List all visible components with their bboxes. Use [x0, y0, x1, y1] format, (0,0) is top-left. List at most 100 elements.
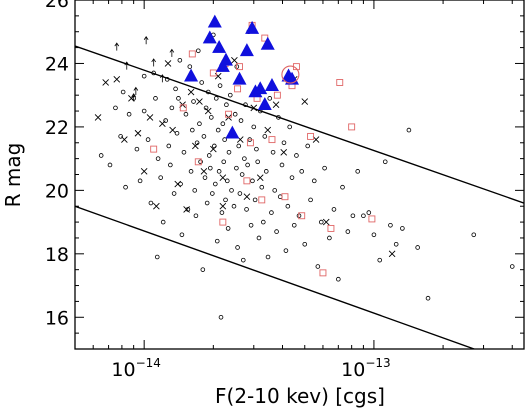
upper-limit-head — [169, 48, 175, 53]
point-circle — [154, 254, 160, 260]
point-circle — [203, 105, 209, 111]
upper-limit-head — [124, 61, 130, 66]
point-circle — [371, 232, 377, 238]
point-circle — [240, 257, 246, 263]
point-circle — [255, 159, 260, 165]
y-tick-label: 20 — [45, 180, 69, 202]
point-circle — [322, 165, 327, 171]
point-circle — [294, 153, 299, 158]
x-axis-title: F(2-10 kev) [cgs] — [215, 384, 385, 408]
point-circle — [205, 89, 211, 95]
point-circle — [251, 124, 257, 130]
y-tick-label: 16 — [45, 307, 69, 329]
point-circle — [226, 149, 232, 155]
point-circle — [201, 134, 207, 139]
point-circle — [425, 295, 431, 301]
point-square — [319, 269, 327, 277]
point-circle — [107, 162, 113, 168]
point-circle — [263, 169, 269, 174]
point-cross — [280, 148, 288, 156]
x-tick-base: 10 — [111, 359, 135, 381]
upper-limit-arrow — [124, 61, 130, 70]
point-triangle — [260, 36, 275, 50]
point-circle — [415, 245, 420, 250]
point-cross — [128, 95, 135, 102]
point-triangle — [202, 30, 217, 44]
point-cross — [183, 206, 190, 213]
point-circle — [137, 178, 143, 184]
point-square — [243, 177, 251, 185]
point-circle — [166, 143, 172, 149]
point-circle — [98, 153, 104, 158]
point-circle — [200, 267, 206, 272]
point-square — [246, 139, 254, 147]
point-circle — [315, 264, 321, 269]
upper-limit-head — [160, 74, 165, 79]
point-circle — [272, 188, 278, 193]
point-circle — [388, 222, 393, 228]
point-circle — [188, 169, 194, 174]
upper-limit-arrow — [133, 86, 139, 96]
point-square — [194, 158, 202, 166]
point-circle — [215, 127, 221, 133]
point-circle — [153, 96, 158, 101]
y-tick-label: 24 — [45, 53, 69, 75]
upper-limit-head — [114, 42, 120, 47]
point-square — [336, 79, 344, 86]
point-cross — [219, 202, 227, 210]
point-cross — [196, 98, 203, 105]
point-cross — [204, 107, 212, 115]
point-circle — [256, 235, 262, 241]
point-square — [268, 136, 276, 144]
point-circle — [118, 134, 123, 139]
point-circle — [223, 197, 228, 203]
point-circle — [340, 184, 345, 190]
point-circle — [276, 115, 281, 120]
point-cross — [187, 88, 195, 96]
point-cross — [140, 168, 148, 175]
point-circle — [252, 197, 258, 203]
point-circle — [267, 96, 273, 101]
axis-ticks — [74, 0, 524, 350]
x-tick-exponent: −13 — [365, 356, 390, 370]
fit-line-2 — [75, 205, 475, 349]
point-square — [179, 104, 187, 112]
point-circle — [254, 146, 259, 152]
point-circle — [151, 70, 156, 76]
point-circle — [202, 175, 208, 180]
point-circle — [174, 130, 180, 136]
point-circle — [224, 102, 229, 107]
point-cross — [301, 98, 309, 105]
point-triangle — [218, 52, 233, 66]
point-triangle — [264, 78, 279, 91]
point-circle — [285, 203, 291, 209]
point-square — [348, 123, 356, 131]
point-circle — [299, 169, 305, 174]
point-circle — [259, 184, 265, 190]
point-square — [188, 50, 196, 58]
point-square — [209, 69, 217, 77]
point-circle — [355, 169, 361, 174]
upper-limit-arrow — [114, 42, 120, 51]
point-circle — [229, 188, 234, 193]
point-circle — [219, 210, 225, 215]
point-circle — [238, 118, 244, 123]
plot-frame — [74, 0, 525, 350]
point-circle — [279, 162, 285, 168]
point-circle — [345, 229, 351, 234]
point-circle — [281, 140, 287, 146]
point-square — [307, 132, 315, 140]
point-circle — [160, 219, 166, 225]
point-circle — [327, 235, 332, 241]
point-circle — [237, 191, 243, 196]
point-circle — [287, 124, 293, 130]
point-square — [327, 224, 335, 232]
fit-line-1 — [75, 45, 524, 204]
x-tick-exponent: −14 — [136, 356, 161, 370]
point-circle — [164, 77, 170, 82]
point-circle — [183, 111, 189, 117]
point-circle — [158, 175, 163, 180]
point-triangle — [215, 58, 230, 72]
point-circle — [123, 184, 128, 190]
point-cross — [388, 250, 396, 258]
